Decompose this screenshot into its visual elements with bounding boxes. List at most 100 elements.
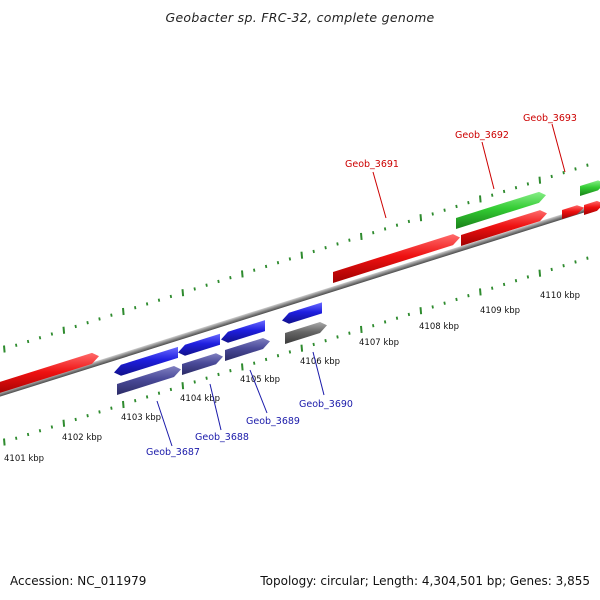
scale-tick [110,313,113,317]
scale-tick [276,354,280,358]
scale-tick [193,287,196,291]
scale-tick [38,429,42,433]
scale-tick [26,432,30,437]
scale-tick [15,436,18,440]
scale-tick [86,321,89,325]
gene-arrow-red[interactable] [562,205,584,219]
scale-tick [169,387,173,392]
scale-tick [372,324,375,328]
gene-arrow-green[interactable] [456,191,546,229]
gene-label-geob-3687[interactable]: Geob_3687 [146,447,200,458]
scale-tick [145,302,149,306]
scale-tick [407,312,411,317]
scale-tick [98,410,101,414]
scale-tick [241,270,244,278]
gene-arrow-blue[interactable] [221,320,265,343]
gene-arrow-red[interactable] [584,200,600,215]
kbp-label: 4104 kbp [180,394,220,404]
gene-arrow-red[interactable] [461,210,547,246]
scale-tick [50,425,54,429]
gene-arrow-red[interactable] [333,234,460,283]
kbp-label: 4109 kbp [480,306,520,316]
scale-tick [205,376,208,380]
scale-tick [526,275,530,279]
scale-tick [122,307,125,316]
gene-label-geob-3693[interactable]: Geob_3693 [523,113,577,124]
scale-tick [264,264,268,269]
scale-tick [324,246,327,250]
genome-summary-text: Topology: circular; Length: 4,304,501 bp… [260,574,590,588]
gene-arrow-red[interactable] [0,352,99,396]
scale-tick [514,278,518,283]
scale-tick [526,182,530,186]
scale-tick [574,260,577,264]
scale-tick [562,170,565,175]
scale-tick [431,212,434,216]
gene-arrow-blue[interactable] [178,333,220,356]
kbp-scale-labels: 4101 kbp 4102 kbp 4103 kbp 4104 kbp 4105… [4,291,580,464]
scale-tick [157,298,161,302]
scale-tick [62,326,66,334]
gene-arrow-green[interactable] [580,180,600,196]
scale-tick [419,214,423,222]
gene-track [0,180,600,396]
scale-tick [62,419,66,427]
kbp-label: 4106 kbp [300,357,340,367]
scale-tick [419,307,423,315]
scale-tick [288,350,292,354]
scale-tick [145,395,149,399]
scale-tick [312,342,315,347]
scale-tick [336,335,339,339]
scale-tick [229,276,232,280]
scale-tick [300,251,304,259]
scale-tick [26,339,30,344]
scale-tick [383,227,387,231]
scale-tick [383,320,387,324]
scale-tick [479,288,482,296]
scale-tick [217,279,220,284]
scale-tick [348,331,351,335]
scale-tick [395,316,399,320]
genome-backbone [0,176,600,423]
forward-strand-ticks [3,163,589,353]
kbp-label: 4108 kbp [419,322,459,332]
scale-tick [502,282,506,287]
scale-tick [264,357,268,362]
scale-tick [241,363,244,371]
kbp-label: 4107 kbp [359,338,399,348]
gene-label-geob-3689[interactable]: Geob_3689 [246,416,300,427]
scale-tick [360,325,363,334]
gene-label-geob-3692[interactable]: Geob_3692 [455,130,509,141]
gene-label-geob-3688[interactable]: Geob_3688 [195,432,249,443]
scale-tick [98,317,101,321]
gene-arrow-gray[interactable] [285,321,327,344]
reverse-strand-ticks [3,256,589,446]
gene-arrow-darkblue[interactable] [182,353,223,375]
scale-tick [360,232,363,241]
scale-tick [74,417,77,422]
gene-arrow-darkblue[interactable] [225,338,270,361]
scale-tick [110,406,113,410]
scale-tick [586,256,589,260]
gene-label-geob-3690[interactable]: Geob_3690 [299,399,353,410]
gene-arrow-blue[interactable] [282,302,322,324]
scale-tick [431,305,434,309]
scale-tick [395,223,399,227]
scale-tick [134,306,137,310]
gene-label-geob-3691[interactable]: Geob_3691 [345,159,399,170]
kbp-label: 4102 kbp [62,433,102,443]
scale-tick [253,361,256,365]
scale-tick [348,238,351,242]
scale-tick [491,193,494,197]
scale-tick [3,345,6,353]
gene-arrow-blue[interactable] [114,346,178,376]
scale-tick [562,263,565,268]
kbp-label: 4105 kbp [240,375,280,385]
scale-tick [300,344,304,352]
scale-tick [467,293,470,298]
gene-arrow-darkblue[interactable] [117,366,181,395]
scale-tick [193,380,196,384]
scale-tick [50,332,54,336]
scale-tick [205,283,208,287]
